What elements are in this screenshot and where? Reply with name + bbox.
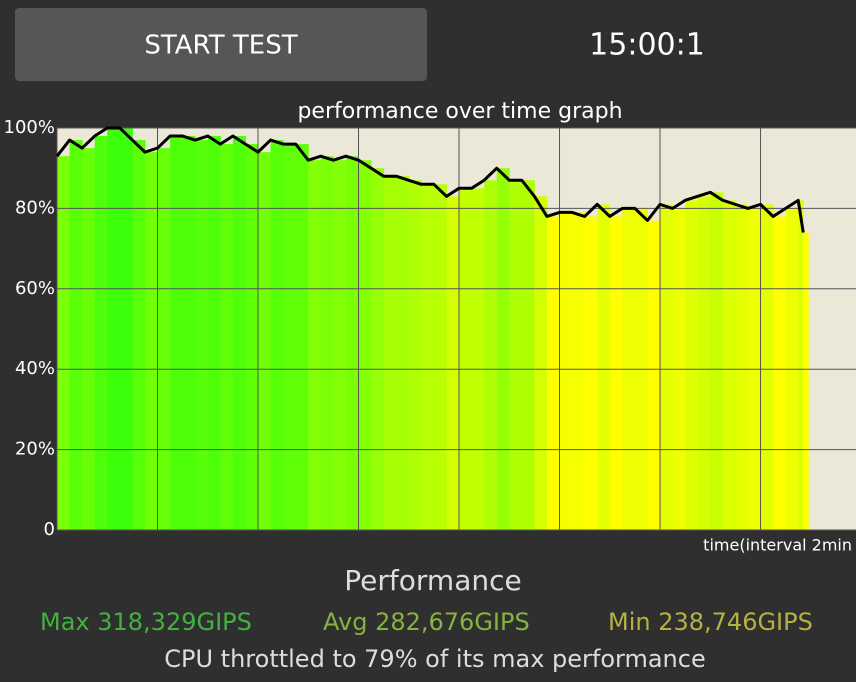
fill-stripe xyxy=(660,204,674,530)
fill-stripe xyxy=(308,160,322,530)
fill-stripe xyxy=(496,168,510,530)
fill-stripe xyxy=(408,180,422,530)
fill-stripe xyxy=(220,144,234,530)
fill-stripe xyxy=(710,192,724,530)
fill-stripe xyxy=(559,212,573,531)
performance-line xyxy=(55,126,805,233)
fill-stripe xyxy=(383,176,397,531)
fill-stripe xyxy=(572,212,586,531)
fill-stripe xyxy=(735,204,749,530)
fill-stripe xyxy=(283,144,297,530)
chart-title: performance over time graph xyxy=(297,99,622,124)
fill-stripe xyxy=(320,156,334,530)
fill-stripe xyxy=(722,200,736,531)
fill-stripe xyxy=(471,188,485,531)
fill-stripe xyxy=(421,184,435,530)
y-tick-label: 80% xyxy=(15,197,55,218)
fill-stripe xyxy=(94,136,108,531)
fill-stripe xyxy=(534,196,548,530)
fill-stripe xyxy=(69,140,83,530)
y-tick-label: 0 xyxy=(44,519,55,540)
fill-stripe xyxy=(207,136,221,531)
fill-stripe xyxy=(773,216,787,530)
fill-stripe xyxy=(396,176,410,531)
y-tick-label: 20% xyxy=(15,439,55,460)
fill-stripe xyxy=(647,220,661,530)
fill-stripe xyxy=(144,152,159,530)
fill-stripe xyxy=(609,216,623,530)
fill-stripe xyxy=(157,148,171,530)
fill-stripe xyxy=(760,204,774,530)
fill-stripe xyxy=(358,160,372,530)
fill-stripe xyxy=(584,216,598,530)
fill-stripe xyxy=(245,144,259,530)
avg-stat: Avg 282,676GIPS xyxy=(323,608,530,636)
fill-stripe xyxy=(446,196,460,530)
x-axis-label: time(interval 2min xyxy=(703,536,852,555)
throttle-footer: CPU throttled to 79% of its max performa… xyxy=(164,645,705,673)
button-label[interactable]: START TEST xyxy=(144,31,297,61)
grid xyxy=(56,127,856,531)
fill-stripe xyxy=(509,180,523,530)
fill-stripe xyxy=(697,196,711,530)
y-tick-label: 40% xyxy=(15,358,55,379)
fill-stripe xyxy=(371,168,385,530)
min-stat: Min 238,746GIPS xyxy=(608,608,813,636)
max-stat: Max 318,329GIPS xyxy=(40,608,252,636)
fill-stripe xyxy=(459,188,473,531)
fill-stripe xyxy=(57,156,71,530)
fill-stripe xyxy=(170,136,184,531)
fill-stripe xyxy=(798,200,804,531)
y-tick-label: 100% xyxy=(4,117,55,138)
fill-stripe xyxy=(82,148,96,530)
summary-heading: Performance xyxy=(344,564,521,597)
fill-stripe xyxy=(597,204,611,530)
fill-stripe xyxy=(521,180,535,530)
timer: 15:00:1 xyxy=(589,28,705,63)
fill-stripe xyxy=(132,140,146,530)
fill-stripe xyxy=(295,144,309,530)
fill-stripe xyxy=(195,140,209,530)
start-button[interactable]: START TEST xyxy=(15,8,427,81)
fill-stripe xyxy=(258,152,272,530)
fill-stripe xyxy=(182,136,196,531)
fill-stripe xyxy=(107,128,121,530)
y-tick-label: 60% xyxy=(15,278,55,299)
fill-stripe xyxy=(333,160,347,530)
button-bg[interactable] xyxy=(15,8,427,81)
fill-stripe xyxy=(484,180,498,530)
fill-stripe xyxy=(345,156,360,530)
fill-stripe xyxy=(685,200,699,531)
fill-stripe xyxy=(119,128,133,530)
fill-stripe xyxy=(232,136,246,531)
fill-stripe xyxy=(546,216,561,530)
fill-stripe xyxy=(270,140,284,530)
fill-stripe xyxy=(803,232,809,530)
fill-stripe xyxy=(433,184,447,530)
